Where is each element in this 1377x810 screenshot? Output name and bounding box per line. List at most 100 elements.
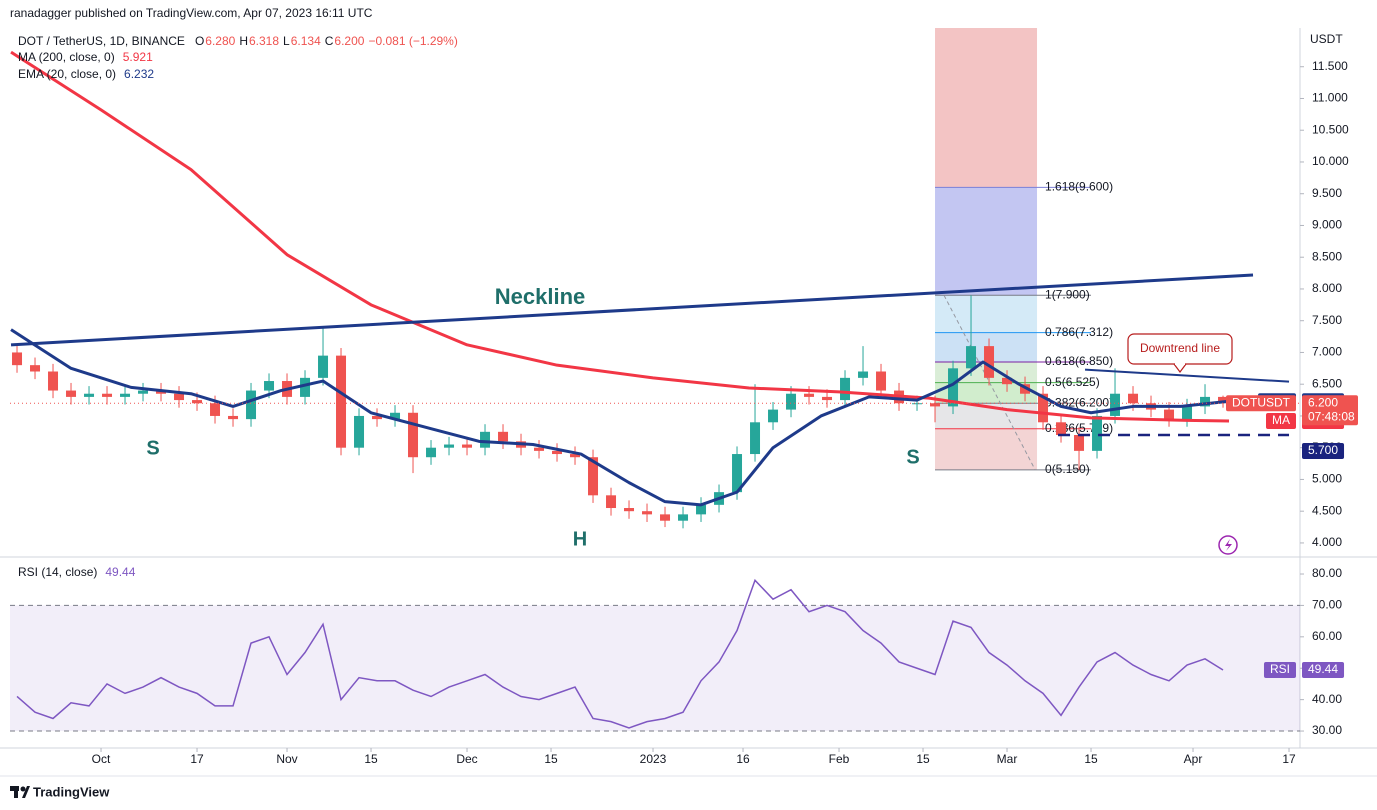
candle-body [912, 403, 923, 405]
candle-body [1164, 409, 1175, 420]
y-tick-label: 6.500 [1312, 376, 1342, 390]
ohlc-value: 6.200 [334, 34, 364, 48]
fib-label: 0.5(6.525) [1045, 375, 1100, 389]
x-tick-label: Feb [829, 752, 850, 766]
candle-body [984, 346, 995, 378]
neckline-label: Neckline [495, 284, 586, 309]
pattern-label: S [146, 437, 159, 459]
candle-body [300, 377, 311, 397]
countdown: 07:48:08 [1308, 409, 1355, 423]
y-tick-label: 70.00 [1312, 598, 1342, 612]
candle-body [12, 352, 23, 366]
y-tick-label: 10.000 [1312, 154, 1349, 168]
y-tick-label: 9.500 [1312, 186, 1342, 200]
candle-body [1074, 434, 1085, 451]
candle-body [498, 431, 509, 442]
y-tick-label: 4.500 [1312, 503, 1342, 517]
pattern-label: H [573, 528, 587, 550]
candle-body [246, 390, 257, 420]
pattern-label: S [906, 446, 919, 468]
candle-body [426, 447, 437, 458]
candle-body [1092, 415, 1103, 451]
rsi-value-tag-box [1302, 661, 1345, 678]
candle-body [948, 368, 959, 407]
candle-body [102, 393, 113, 397]
candle-body [138, 390, 149, 394]
ohlc-value: 6.134 [291, 34, 321, 48]
y-tick-label: 7.000 [1312, 345, 1342, 359]
candle-body [930, 403, 941, 407]
candle-body [804, 393, 815, 397]
y-tick-label: 60.00 [1312, 629, 1342, 643]
candle-body [642, 511, 653, 515]
rsi-band [10, 605, 1300, 732]
ohlc-key: H [239, 34, 248, 48]
change: −0.081 (−1.29%) [368, 34, 457, 48]
indicator-name: EMA (20, close, 0) [18, 67, 116, 81]
symbol-tag-box [1226, 395, 1296, 412]
lightning-icon [1218, 535, 1238, 555]
candle-body [534, 447, 545, 451]
brand-logo [10, 786, 30, 798]
fib-label: 1.618(9.600) [1045, 180, 1113, 194]
candle-body [66, 390, 77, 397]
brand: TradingView [33, 784, 110, 799]
price-pane: 1.618(9.600) 1(7.900) 0.786(7.312) 0.618(6.… [10, 28, 1300, 529]
ohlc-key: C [325, 34, 334, 48]
y-tick-label: 7.500 [1312, 313, 1342, 327]
ohlc-key: O [195, 34, 204, 48]
ohlc-key: L [283, 34, 290, 48]
candle-body [462, 444, 473, 448]
x-tick-label: 17 [190, 752, 204, 766]
candle-body [966, 346, 977, 369]
axis-name-box [1266, 412, 1296, 429]
candle-body [336, 355, 347, 448]
fib-trend-line [943, 295, 1036, 471]
rsi-value-tag-text: 49.44 [1308, 662, 1338, 676]
candle-body [696, 504, 707, 515]
rsi-name-box [1263, 661, 1296, 678]
candle-body [156, 390, 167, 394]
candle-body [228, 415, 239, 420]
candle-body [624, 508, 635, 512]
downtrend-line [1084, 368, 1290, 383]
x-tick-label: 15 [364, 752, 378, 766]
x-tick-label: 15 [544, 752, 558, 766]
candle-body [588, 457, 599, 496]
candle-body [84, 393, 95, 397]
candle-body [354, 415, 365, 448]
candle-body [318, 355, 329, 378]
x-tick-label: Nov [276, 752, 297, 766]
candle-body [372, 415, 383, 420]
y-tick-label: 8.500 [1312, 249, 1342, 263]
candle-body [606, 495, 617, 509]
candle-body [876, 371, 887, 391]
fib-band [935, 187, 1038, 296]
ohlc-value: 6.280 [205, 34, 235, 48]
y-tick-label: 10.500 [1312, 122, 1349, 136]
candle-body [192, 400, 203, 404]
rsi-name-tag: RSI [1270, 662, 1290, 676]
candle-body [570, 454, 581, 458]
x-tick-label: 2023 [640, 752, 667, 766]
candle-body [210, 403, 221, 416]
x-tick-label: 17 [1282, 752, 1296, 766]
candle-body [120, 393, 131, 397]
projection-zone [935, 28, 1038, 188]
candle-body [822, 396, 833, 401]
candle-body [1110, 393, 1121, 416]
candle-body [1038, 393, 1049, 423]
x-tick-label: Oct [92, 752, 111, 766]
y-tick-label: 11.000 [1312, 91, 1348, 105]
x-tick-label: Apr [1184, 752, 1203, 766]
y-tick-label: 40.00 [1312, 692, 1342, 706]
candle-body [1002, 377, 1013, 385]
callout-text: Downtrend line [1140, 341, 1220, 355]
price-label: 6.200 [1308, 395, 1338, 409]
axis-name: MA [1272, 413, 1290, 427]
candle-body [786, 393, 797, 410]
candle-body [264, 381, 275, 391]
candle-body [732, 454, 743, 493]
y-tick-label: 11.500 [1312, 59, 1348, 73]
